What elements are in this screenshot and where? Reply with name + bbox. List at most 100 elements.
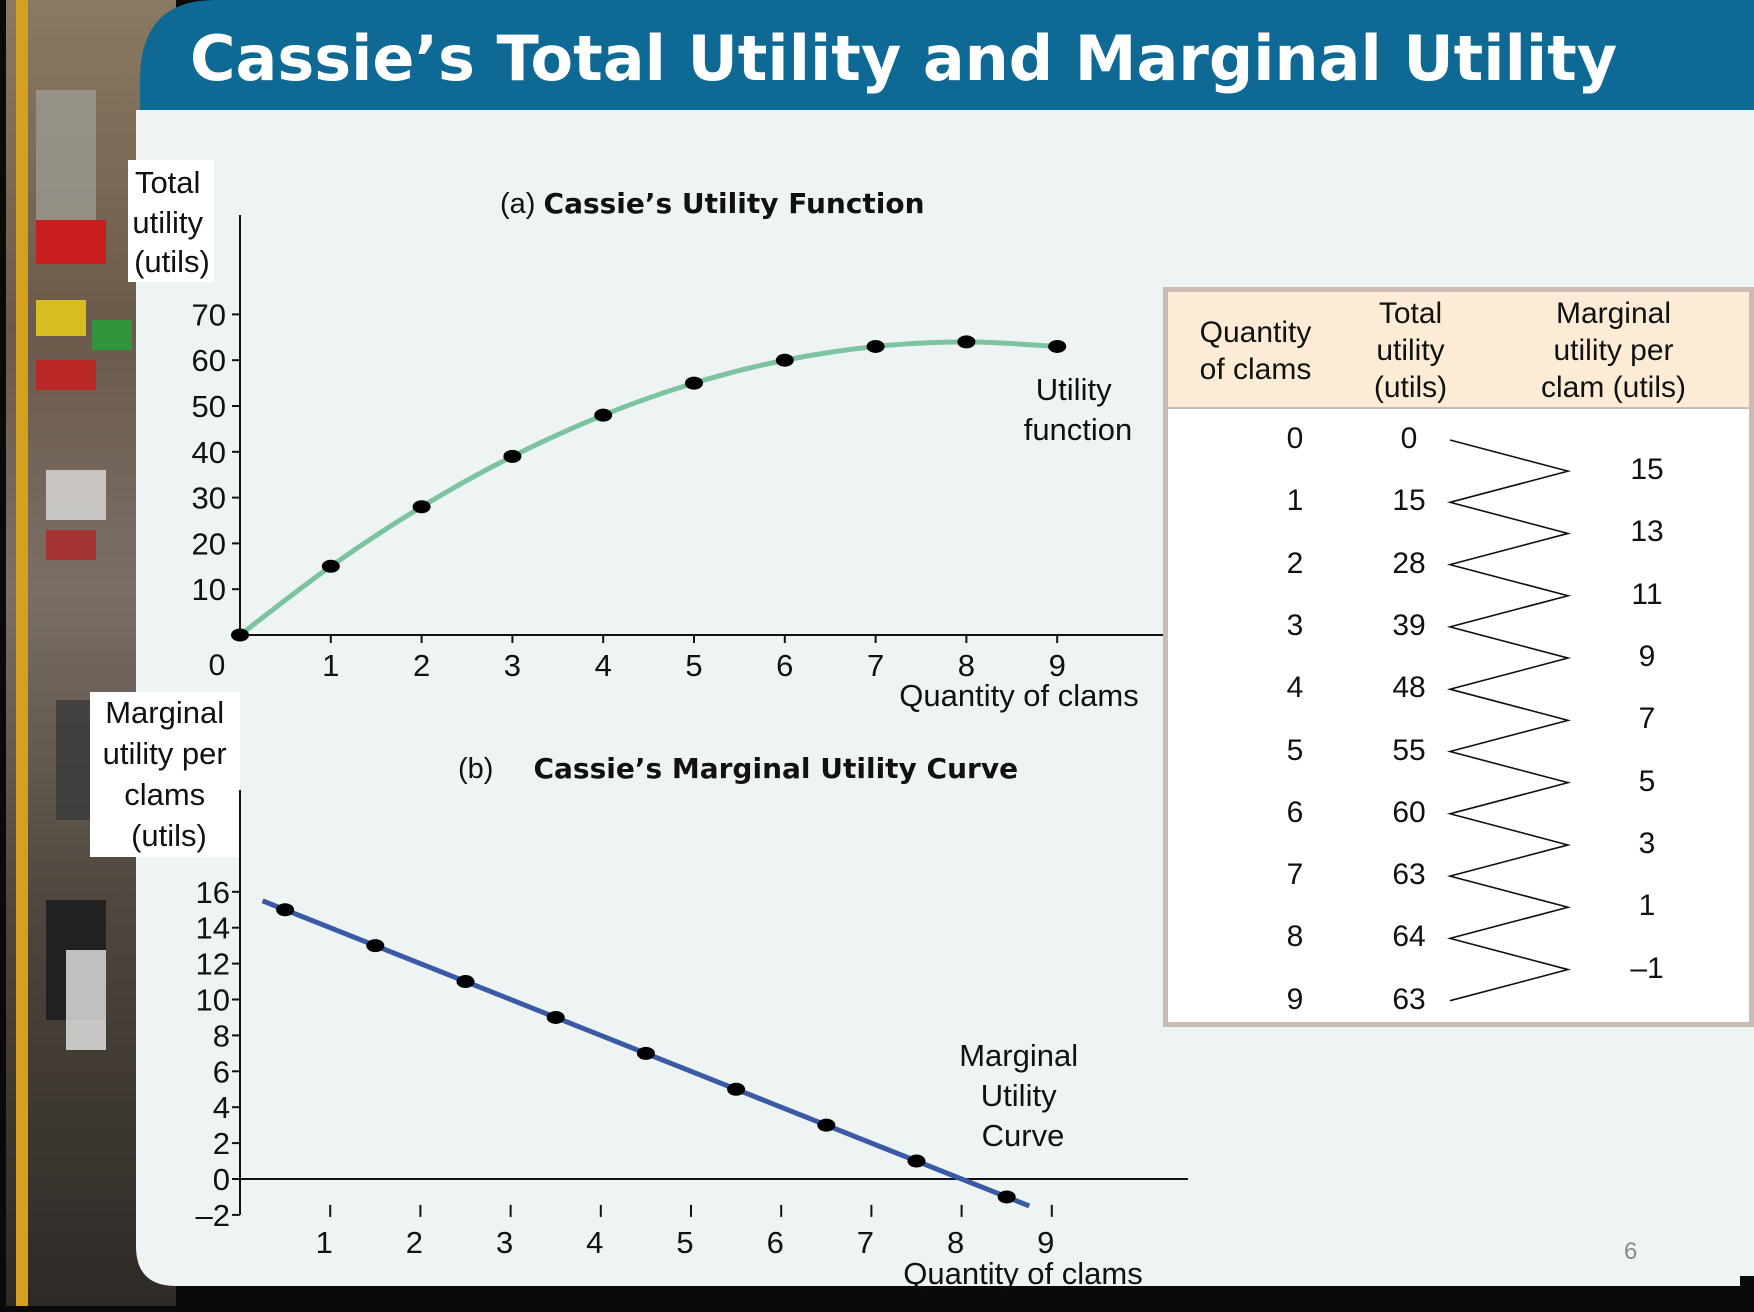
utility-point bbox=[775, 353, 794, 367]
marginal-utility-point bbox=[456, 975, 475, 989]
ylabel-b-background bbox=[90, 692, 240, 857]
y-tick-label-b: 12 bbox=[196, 947, 230, 982]
series-label-b: Marginal Utility Curve bbox=[959, 1038, 1087, 1153]
table-total-utility-cell: 48 bbox=[1392, 671, 1426, 705]
title-bar bbox=[140, 0, 1754, 116]
x-tick-label-b: 4 bbox=[586, 1225, 603, 1260]
table-total-utility-cell: 64 bbox=[1392, 920, 1426, 954]
y-tick-label-a: 30 bbox=[192, 481, 226, 516]
y-tick-label-b: 8 bbox=[213, 1018, 230, 1053]
marginal-utility-point bbox=[636, 1046, 655, 1060]
y-tick-label-b: 2 bbox=[213, 1126, 230, 1161]
marginal-utility-point bbox=[366, 939, 385, 953]
utility-point bbox=[231, 628, 249, 642]
x-tick-label-a: 4 bbox=[595, 648, 612, 683]
marginal-utility-point bbox=[276, 903, 295, 917]
table-total-utility-cell: 28 bbox=[1392, 546, 1426, 580]
marginal-utility-point bbox=[546, 1010, 565, 1024]
table-total-utility-cell: 63 bbox=[1392, 858, 1426, 892]
x-tick-label-a: 7 bbox=[867, 648, 884, 683]
header-total-utility: Total utility (utils) bbox=[1373, 297, 1448, 404]
table-quantity-cell: 9 bbox=[1286, 982, 1304, 1016]
y-tick-label-b: 10 bbox=[196, 983, 230, 1018]
table-marginal-utility-cell: 15 bbox=[1630, 453, 1664, 487]
x-tick-label-a: 1 bbox=[322, 648, 339, 683]
table-marginal-utility-cell: 5 bbox=[1638, 764, 1656, 798]
marginal-zigzag bbox=[1446, 439, 1572, 1002]
series-label-a: Utility function bbox=[1024, 372, 1133, 447]
x-tick-label-a: 5 bbox=[685, 648, 702, 683]
utility-point bbox=[321, 559, 340, 573]
y-tick-label-a: 50 bbox=[192, 389, 226, 424]
x-tick-label-a: 9 bbox=[1049, 648, 1066, 683]
table-marginal-utility-cell: 1 bbox=[1638, 889, 1656, 923]
table-quantity-cell: 2 bbox=[1286, 546, 1304, 580]
table-marginal-utility-cell: 9 bbox=[1638, 640, 1656, 674]
series-label-b-line3: Curve bbox=[982, 1118, 1065, 1153]
table-marginal-utility-cell: –1 bbox=[1630, 951, 1664, 985]
series-label-a-line1: Utility bbox=[1036, 372, 1112, 407]
table-header: Quantity of clams Total utility (utils) … bbox=[1168, 292, 1749, 409]
table-total-utility-cell: 60 bbox=[1392, 795, 1426, 829]
panel-a-title: Cassie’s Utility Function bbox=[544, 187, 925, 220]
x-tick-label-a: 2 bbox=[413, 648, 430, 683]
xlabel-b: Quantity of clams bbox=[903, 1256, 1142, 1291]
y-tick-label-a: 20 bbox=[192, 526, 226, 561]
utility-point bbox=[957, 335, 976, 349]
table-marginal-utility-cell: 3 bbox=[1638, 826, 1656, 860]
utility-function-chart: Total utility (utils) (a) Cassie’s Utili… bbox=[128, 160, 1180, 713]
y-tick-label-b: 14 bbox=[196, 911, 230, 946]
x-tick-label-b: 5 bbox=[676, 1225, 693, 1260]
table-quantity-cell: 0 bbox=[1286, 422, 1304, 455]
utility-point bbox=[866, 339, 885, 353]
page-number: 6 bbox=[1624, 1238, 1638, 1265]
x-tick-label-a: 3 bbox=[504, 648, 521, 683]
table-quantity-cell: 3 bbox=[1286, 608, 1304, 642]
utility-table: Quantity of clams Total utility (utils) … bbox=[1163, 287, 1754, 1027]
series-label-a-line2: function bbox=[1024, 412, 1133, 447]
table-marginal-utility-cell: 13 bbox=[1630, 515, 1664, 549]
y-tick-label-a: 70 bbox=[192, 297, 226, 332]
utility-point bbox=[412, 500, 431, 514]
y-tick-label-b: 4 bbox=[213, 1090, 230, 1125]
marginal-utility-point bbox=[907, 1154, 926, 1168]
ylabel-a: Total utility (utils) bbox=[132, 165, 211, 279]
table-quantity-cell: 7 bbox=[1286, 858, 1304, 892]
zigzag-connector bbox=[1446, 439, 1572, 1002]
y-tick-label-b: –2 bbox=[196, 1198, 230, 1233]
x-tick-label-b: 3 bbox=[496, 1225, 513, 1260]
table-total-utility-cell: 39 bbox=[1392, 608, 1426, 642]
y-tick-label-b: 16 bbox=[196, 875, 230, 910]
x-tick-label-b: 6 bbox=[767, 1225, 784, 1260]
utility-function-line bbox=[238, 339, 1058, 637]
utility-point bbox=[594, 408, 613, 422]
table-marginal-utility-cell: 11 bbox=[1631, 577, 1663, 611]
marginal-utility-chart: Marginal utility per clams (utils) (b) Ca… bbox=[90, 692, 1188, 1291]
panel-a-label: (a) bbox=[500, 188, 535, 220]
y-tick-label-a: 60 bbox=[192, 343, 226, 378]
x-tick-label-b: 1 bbox=[316, 1225, 333, 1260]
ylabel-a-background bbox=[128, 160, 214, 282]
table-total-utility-cell: 15 bbox=[1392, 484, 1426, 518]
origin-label-a: 0 bbox=[209, 649, 226, 682]
x-tick-label-b: 7 bbox=[857, 1225, 874, 1260]
header-marginal-utility: Marginal utility per clam (utils) bbox=[1540, 297, 1686, 404]
table-total-utility-cell: 55 bbox=[1392, 733, 1426, 767]
slide-title: Cassie’s Total Utility and Marginal Util… bbox=[190, 22, 1617, 95]
x-tick-label-a: 8 bbox=[958, 648, 975, 683]
table-marginal-utility-cell: 7 bbox=[1638, 702, 1656, 736]
utility-point bbox=[685, 376, 703, 390]
table-quantity-cell: 4 bbox=[1286, 671, 1304, 705]
marginal-utility-point bbox=[817, 1118, 836, 1132]
marginal-utility-point bbox=[727, 1082, 746, 1096]
table-total-utility-cell: 63 bbox=[1392, 982, 1426, 1016]
series-label-b-line1: Marginal bbox=[959, 1038, 1078, 1073]
y-tick-label-a: 40 bbox=[192, 435, 226, 470]
x-tick-label-b: 2 bbox=[406, 1225, 423, 1260]
panel-b-heading: (b) Cassie’s Marginal Utility Curve bbox=[458, 752, 1018, 785]
header-quantity: Quantity of clams bbox=[1199, 315, 1312, 386]
y-tick-label-b: 0 bbox=[213, 1162, 230, 1197]
table-quantity-cell: 1 bbox=[1286, 484, 1304, 518]
y-tick-label-a: 10 bbox=[192, 572, 226, 607]
